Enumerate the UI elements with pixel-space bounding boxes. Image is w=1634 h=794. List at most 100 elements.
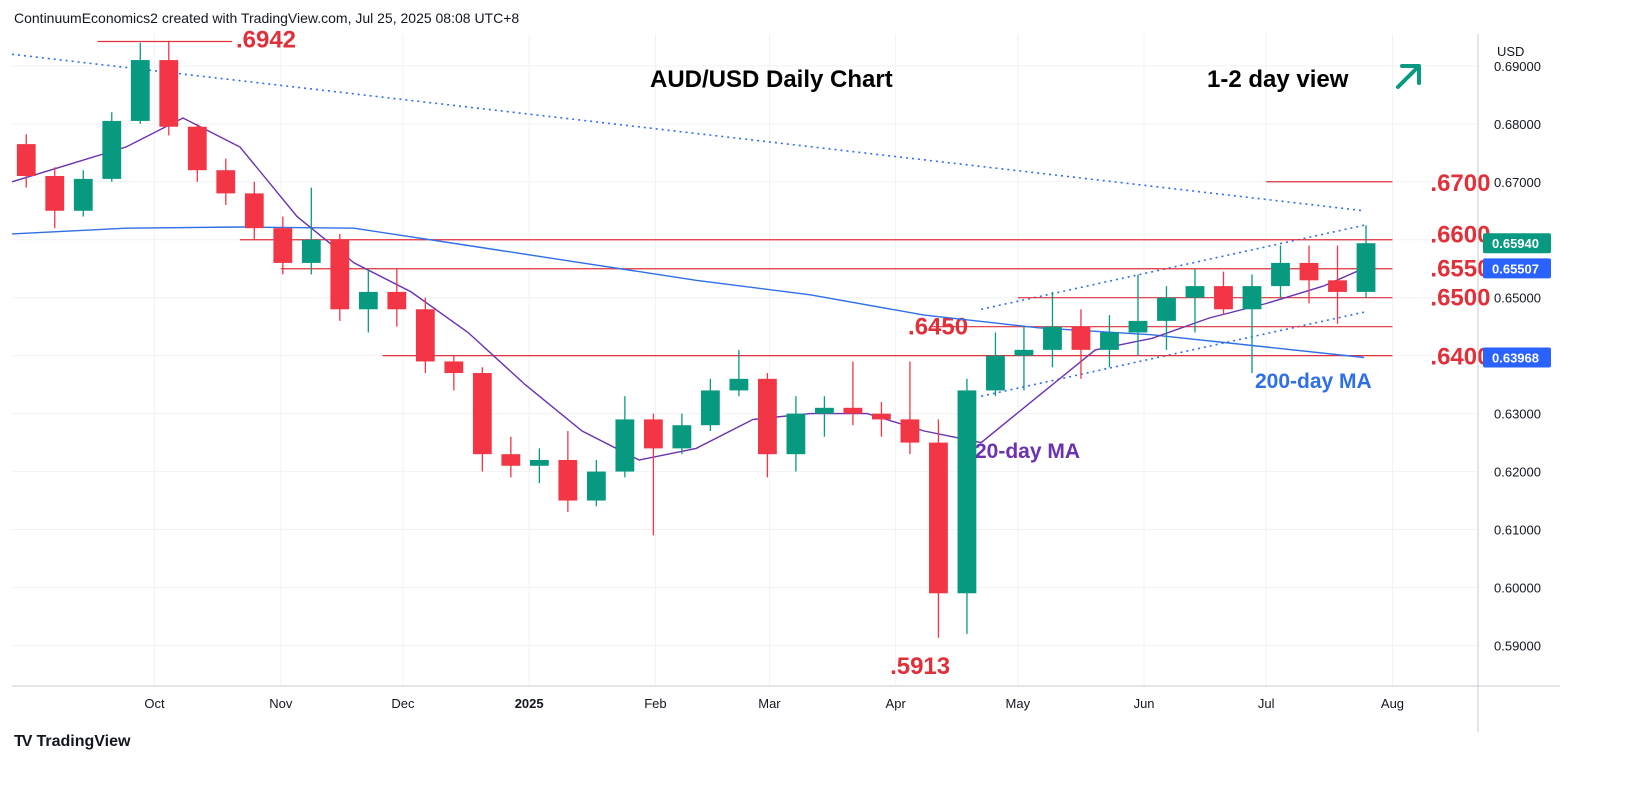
candle-body xyxy=(415,309,435,362)
candle-body xyxy=(643,419,663,449)
candle-body xyxy=(1043,326,1062,350)
candle-body xyxy=(558,459,578,501)
tradingview-logo-icon: TV xyxy=(14,733,33,750)
candle-body xyxy=(929,442,948,594)
price-tag-label: 0.63968 xyxy=(1492,351,1539,366)
candle-body xyxy=(1100,332,1119,350)
level-label: .5913 xyxy=(890,653,950,680)
candle-body xyxy=(102,120,122,179)
y-tick-label: 0.59000 xyxy=(1494,638,1541,653)
candle-body xyxy=(1328,280,1347,292)
ma200-line xyxy=(11,226,1365,359)
candle-body xyxy=(700,390,720,426)
candle-body xyxy=(273,228,293,263)
x-tick-label: Nov xyxy=(269,696,293,711)
candle-body xyxy=(130,60,150,121)
candle-body xyxy=(444,361,464,374)
level-label: .6500 xyxy=(1430,285,1490,312)
x-tick-label: Feb xyxy=(644,696,666,711)
candle-body xyxy=(216,170,236,194)
level-label: .6550 xyxy=(1430,256,1490,283)
candle-body xyxy=(986,355,1005,391)
trendlines xyxy=(11,53,1365,398)
trendline xyxy=(11,53,1365,212)
price-tag-bg xyxy=(1483,258,1551,279)
up-arrow-shaft xyxy=(1396,65,1420,89)
footer-brand[interactable]: TV TradingView xyxy=(14,733,130,751)
chart-title: AUD/USD Daily Chart xyxy=(650,66,893,93)
ma20-label: 20-day MA xyxy=(975,440,1080,463)
x-tick-label: Mar xyxy=(758,696,781,711)
x-tick-label: May xyxy=(1006,696,1031,711)
candle-body xyxy=(187,126,207,171)
support-resistance-levels: .6942 .6700 .6600 .6550.6500 .6450 .6400 .5913 xyxy=(97,27,1490,680)
annotations: AUD/USD Daily Chart 1-2 day view 200-day M… xyxy=(650,64,1421,463)
y-tick-label: 0.67000 xyxy=(1494,175,1541,190)
candle-body xyxy=(1271,262,1290,287)
candle-body xyxy=(501,454,521,466)
up-arrow-head xyxy=(1400,64,1421,85)
candle-body xyxy=(244,193,264,229)
price-tags: 0.65940 0.65507 0.63968 xyxy=(1483,233,1551,368)
x-tick-label: Jul xyxy=(1258,696,1275,711)
level-label: .6450 xyxy=(908,314,968,341)
candle-body xyxy=(615,419,635,472)
candle-body xyxy=(1299,262,1319,281)
x-tick-label: Dec xyxy=(391,696,415,711)
y-tick-label: 0.62000 xyxy=(1494,465,1541,480)
footer-brand-name: TradingView xyxy=(36,733,131,750)
candle-body xyxy=(1128,320,1148,333)
candle-body xyxy=(1356,243,1376,292)
candle-body xyxy=(815,407,834,414)
price-tag-label: 0.65940 xyxy=(1492,236,1539,251)
candle-body xyxy=(900,419,920,443)
candle-body xyxy=(301,239,321,263)
candle-body xyxy=(586,471,606,501)
candle-body xyxy=(757,378,777,455)
candle-body xyxy=(672,425,692,449)
level-label: .6942 xyxy=(236,27,296,54)
grid xyxy=(12,34,1478,686)
candle-body xyxy=(330,239,350,310)
candle-body xyxy=(1157,297,1176,321)
candle-body xyxy=(957,390,977,594)
currency-label: USD xyxy=(1497,44,1524,59)
y-tick-label: 0.60000 xyxy=(1494,580,1541,595)
candle-body xyxy=(45,175,65,211)
y-tick-label: 0.61000 xyxy=(1494,523,1541,538)
candle-body xyxy=(16,144,36,176)
y-tick-label: 0.68000 xyxy=(1494,117,1541,132)
price-tag-bg xyxy=(1483,347,1551,368)
candle-body xyxy=(843,407,863,414)
candle-body xyxy=(73,178,93,211)
candle-body xyxy=(1214,286,1233,310)
candle-body xyxy=(472,373,492,455)
x-tick-label: 2025 xyxy=(515,696,544,711)
y-tick-label: 0.69000 xyxy=(1494,59,1541,74)
moving-averages xyxy=(11,117,1365,461)
x-tick-label: Aug xyxy=(1381,696,1404,711)
candlesticks xyxy=(16,41,1376,638)
ma200-label: 200-day MA xyxy=(1255,370,1372,393)
candle-body xyxy=(1071,326,1091,350)
price-tag-bg xyxy=(1483,233,1551,254)
candle-body xyxy=(1185,286,1205,298)
candle-body xyxy=(872,413,891,420)
x-tick-label: Oct xyxy=(144,696,165,711)
x-tick-label: Jun xyxy=(1134,696,1155,711)
y-tick-label: 0.63000 xyxy=(1494,407,1541,422)
candle-body xyxy=(1014,349,1034,356)
y-tick-label: 0.65000 xyxy=(1494,291,1541,306)
candle-body xyxy=(358,291,378,310)
chart-header: ContinuumEconomics2 created with Trading… xyxy=(14,10,520,26)
level-label: .6700 xyxy=(1430,170,1490,197)
price-tag-label: 0.65507 xyxy=(1492,261,1539,276)
candle-body xyxy=(786,413,806,455)
candle-body xyxy=(1242,286,1262,310)
candle-body xyxy=(387,291,407,310)
level-label: .6600 xyxy=(1430,222,1490,249)
candle-body xyxy=(729,378,749,391)
level-label: .6400 xyxy=(1430,344,1490,371)
ma20-line xyxy=(11,117,1365,461)
